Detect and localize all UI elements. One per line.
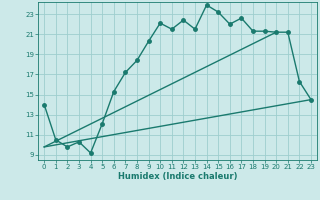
X-axis label: Humidex (Indice chaleur): Humidex (Indice chaleur)	[118, 172, 237, 181]
